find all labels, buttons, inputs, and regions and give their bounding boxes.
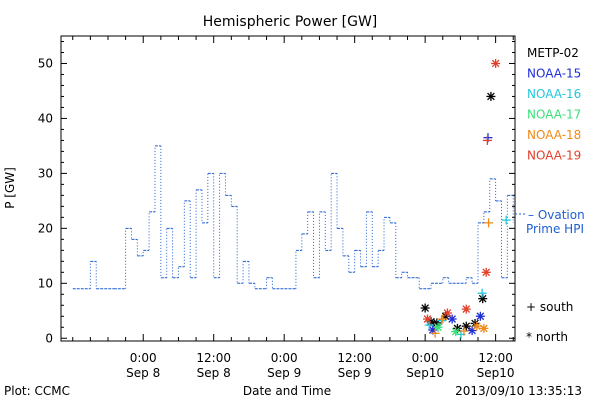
- y-axis-label: P [GW]: [3, 167, 17, 209]
- satellite-point-north: [422, 314, 432, 324]
- y-tick-label: 0: [45, 331, 53, 345]
- satellite-point-south: [438, 314, 448, 324]
- x-tick-label-time: 12:00: [337, 351, 372, 365]
- plot-frame: [60, 35, 516, 342]
- legend-entry: NOAA-19: [527, 149, 581, 163]
- satellite-point-south: [501, 215, 511, 225]
- satellite-point-north: [442, 308, 452, 318]
- satellite-point-north: [472, 321, 482, 331]
- ovation-label-line1: – Ovation: [528, 208, 585, 222]
- y-tick-label: 30: [38, 166, 53, 180]
- marker-key-south: + south: [526, 300, 573, 314]
- x-tick-label-date: Sep 9: [267, 366, 301, 380]
- satellite-point-south: [430, 328, 440, 338]
- satellite-point-north: [420, 303, 430, 313]
- satellite-point-north: [475, 311, 485, 321]
- x-tick-label-time: 12:00: [196, 351, 231, 365]
- x-tick-label-time: 12:00: [478, 351, 513, 365]
- satellite-point-north: [451, 327, 461, 337]
- satellite-point-south: [484, 218, 494, 228]
- x-tick-label-date: Sep 9: [338, 366, 372, 380]
- legend-entry: METP-02: [527, 46, 579, 60]
- x-tick-label-time: 0:00: [130, 351, 157, 365]
- x-tick-label-date: Sep10: [406, 366, 444, 380]
- marker-key: + south * north: [526, 300, 573, 344]
- ovation-series: [72, 145, 514, 290]
- chart-title: Hemispheric Power [GW]: [203, 14, 378, 30]
- satellite-point-south: [482, 135, 492, 145]
- satellite-point-north: [486, 91, 496, 101]
- x-tick-label-date: Sep 8: [126, 366, 160, 380]
- ovation-label-line2: Prime HPI: [526, 222, 584, 236]
- satellite-point-south: [459, 326, 469, 336]
- y-axis-ticks: 0 10 20 30 40 50: [38, 40, 515, 345]
- y-tick-label: 20: [38, 221, 53, 235]
- y-tick-label: 50: [38, 56, 53, 70]
- satellite-point-north: [447, 314, 457, 324]
- legend-entry: NOAA-17: [527, 108, 581, 122]
- legend-entry: NOAA-18: [527, 128, 581, 142]
- y-tick-label: 40: [38, 111, 53, 125]
- legend: METP-02 NOAA-15 NOAA-16 NOAA-17 NOAA-18 NOAA-…: [527, 46, 581, 163]
- satellite-points: [420, 58, 511, 339]
- x-tick-label-time: 0:00: [271, 351, 298, 365]
- x-tick-label-date: Sep10: [477, 366, 515, 380]
- satellite-point-south: [424, 320, 434, 330]
- timestamp: 2013/09/10 13:35:13: [455, 384, 582, 398]
- satellite-point-south: [437, 316, 447, 326]
- x-tick-label-date: Sep 8: [197, 366, 231, 380]
- legend-entry: NOAA-15: [527, 67, 581, 81]
- satellite-point-north: [461, 304, 471, 314]
- satellite-point-north: [461, 321, 471, 331]
- satellite-point-north: [433, 322, 443, 332]
- x-axis-label: Date and Time: [243, 384, 331, 398]
- satellite-point-south: [477, 288, 487, 298]
- x-tick-label-time: 0:00: [412, 351, 439, 365]
- legend-entry: NOAA-16: [527, 87, 581, 101]
- satellite-point-north: [481, 267, 491, 277]
- y-tick-label: 10: [38, 276, 53, 290]
- plot-credit: Plot: CCMC: [4, 384, 70, 398]
- satellite-point-north: [491, 58, 501, 68]
- marker-key-north: * north: [526, 330, 568, 344]
- satellite-point-north: [479, 323, 489, 333]
